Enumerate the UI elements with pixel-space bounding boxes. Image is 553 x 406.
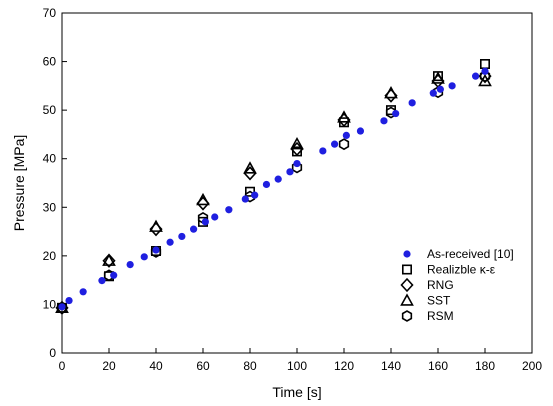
- rsm-point: [291, 161, 303, 174]
- y-tick-label: 20: [43, 249, 57, 263]
- x-tick-label: 200: [522, 359, 542, 373]
- plot-frame: [61, 12, 533, 354]
- legend-label: As-received [10]: [427, 247, 514, 261]
- sst-point: [400, 293, 414, 306]
- as-received-point: [262, 180, 271, 189]
- as-received-point: [241, 195, 249, 203]
- y-axis-title: Pressure [MPa]: [11, 135, 27, 231]
- series-layer: [55, 58, 492, 316]
- x-tick-label: 120: [334, 359, 354, 373]
- x-tick-label: 20: [102, 359, 116, 373]
- as-received-point: [152, 246, 160, 254]
- as-received-point: [286, 168, 294, 176]
- legend-label: RNG: [427, 278, 454, 292]
- as-received-point: [166, 238, 174, 246]
- y-tick-label: 50: [43, 103, 57, 117]
- as-received-point: [448, 82, 456, 90]
- y-tick-label: 60: [43, 55, 57, 69]
- rng-point: [243, 166, 257, 181]
- as-received-point: [251, 191, 259, 199]
- as-received-point: [98, 277, 106, 285]
- sst-point: [102, 253, 116, 266]
- x-tick-label: 60: [196, 359, 210, 373]
- x-tick-label: 40: [149, 359, 163, 373]
- rng-point: [102, 253, 116, 268]
- sst-point: [149, 219, 163, 232]
- as-received-point: [331, 140, 339, 148]
- legend-label: SST: [427, 294, 451, 308]
- rng-point: [290, 141, 304, 157]
- rsm-point: [479, 70, 491, 83]
- as-received-point: [436, 85, 444, 93]
- legend-entry: As-received [10]: [403, 247, 514, 261]
- realizable-point: [479, 58, 490, 69]
- as-received-point: [110, 271, 118, 279]
- legend-entry: RSM: [401, 309, 454, 323]
- rsm-point: [401, 310, 413, 322]
- as-received-point: [225, 206, 233, 214]
- as-received-point: [178, 232, 186, 241]
- x-tick-label: 0: [59, 359, 66, 373]
- as-received-point: [342, 131, 350, 139]
- as-received-point: [293, 159, 301, 168]
- x-tick-label: 140: [381, 359, 401, 373]
- as-received-point: [481, 67, 489, 75]
- legend-entry: RNG: [400, 277, 454, 293]
- sst-point: [384, 85, 398, 99]
- series-hexagon: [56, 70, 491, 314]
- as-received-point: [201, 218, 209, 226]
- x-tick-label: 160: [428, 359, 448, 373]
- x-tick-label: 80: [243, 359, 257, 373]
- as-received-point: [472, 72, 480, 80]
- as-received-point: [408, 99, 416, 107]
- realizable-point: [401, 264, 412, 275]
- x-tick-label: 100: [287, 359, 307, 373]
- y-tick-label: 70: [43, 6, 57, 20]
- y-tick-label: 10: [43, 297, 57, 311]
- as-received-point: [79, 288, 87, 296]
- rng-point: [400, 277, 414, 293]
- rng-point: [196, 196, 210, 211]
- rsm-point: [150, 246, 162, 258]
- sst-point: [243, 161, 257, 174]
- as-received-point: [392, 109, 400, 118]
- as-received-point: [58, 303, 66, 311]
- as-received-point: [356, 127, 365, 135]
- series-diamond: [55, 68, 492, 316]
- y-tick-label: 0: [49, 346, 56, 360]
- legend-entry: Realizble κ-ε: [401, 263, 496, 277]
- as-received-point: [190, 225, 198, 233]
- sst-point: [290, 136, 304, 150]
- legend-entry: SST: [400, 293, 451, 308]
- as-received-point: [211, 213, 219, 221]
- rsm-point: [338, 138, 350, 151]
- as-received-point: [429, 89, 437, 97]
- series-triangle: [55, 71, 492, 314]
- x-axis-ticks: 0 20 40 60 80 100 120 140 160 180 200: [59, 348, 542, 373]
- sst-point: [337, 110, 351, 123]
- y-tick-label: 30: [43, 200, 57, 214]
- series-filled-circle: [58, 67, 489, 311]
- x-tick-label: 180: [475, 359, 495, 373]
- as-received-point: [319, 147, 327, 155]
- as-received-point: [126, 261, 134, 269]
- as-received-point: [274, 175, 282, 183]
- x-axis-title: Time [s]: [272, 384, 321, 400]
- rsm-point: [56, 301, 68, 314]
- legend-label: Realizble κ-ε: [427, 263, 496, 277]
- as-received-point: [65, 296, 73, 305]
- legend-label: RSM: [427, 309, 454, 323]
- y-tick-label: 40: [43, 152, 57, 166]
- as-received-point: [403, 250, 411, 258]
- sst-point: [431, 71, 445, 84]
- series-square: [56, 58, 490, 313]
- as-received-point: [140, 253, 148, 261]
- sst-point: [196, 192, 210, 206]
- as-received-point: [380, 117, 388, 125]
